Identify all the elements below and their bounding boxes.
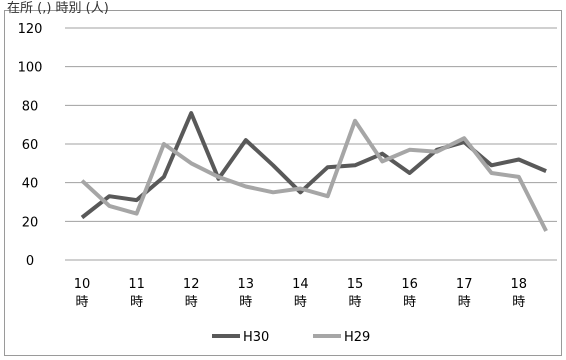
gridlines — [65, 27, 557, 261]
x-tick-label-hour: 13 — [238, 277, 255, 292]
x-tick-label-unit: 時 — [185, 295, 198, 310]
legend-label-h29: H29 — [344, 330, 370, 345]
x-tick-label-hour: 18 — [511, 277, 528, 292]
x-tick-label-unit: 時 — [294, 295, 307, 310]
x-tick-label-unit: 時 — [458, 295, 471, 310]
x-axis-ticks: 10 時 11 時 12 時 13 時 14 時 15 時 16 時 17 時 18 時 — [74, 277, 527, 310]
y-tick-label: 80 — [22, 99, 39, 114]
x-tick-label-hour: 10 — [74, 277, 91, 292]
y-tick-label: 0 — [26, 254, 34, 269]
x-tick-label-unit: 時 — [512, 295, 525, 310]
legend: H30 H29 — [212, 330, 370, 345]
x-tick-label-unit: 時 — [130, 295, 143, 310]
y-tick-label: 100 — [18, 61, 43, 76]
x-tick-label-hour: 14 — [292, 277, 309, 292]
clipped-chart-title: 在所 (,) 時別 (人) — [7, 1, 109, 16]
y-tick-label: 120 — [18, 22, 43, 37]
x-tick-label-hour: 11 — [128, 277, 145, 292]
x-tick-label-unit: 時 — [348, 295, 361, 310]
x-tick-label-hour: 17 — [456, 277, 473, 292]
y-tick-label: 60 — [22, 138, 39, 153]
y-tick-label: 40 — [22, 177, 39, 192]
x-tick-label-unit: 時 — [239, 295, 252, 310]
series-line-h29 — [80, 118, 548, 232]
x-tick-label-unit: 時 — [403, 295, 416, 310]
x-tick-label-hour: 12 — [183, 277, 200, 292]
series-line-h30 — [80, 111, 547, 220]
series-lines — [80, 111, 548, 232]
x-tick-label-hour: 16 — [401, 277, 418, 292]
y-axis-ticks: 0 20 40 60 80 100 120 — [18, 22, 43, 269]
x-tick-label-unit: 時 — [75, 295, 88, 310]
y-tick-label: 20 — [22, 215, 39, 230]
legend-label-h30: H30 — [243, 330, 269, 345]
x-tick-label-hour: 15 — [347, 277, 364, 292]
